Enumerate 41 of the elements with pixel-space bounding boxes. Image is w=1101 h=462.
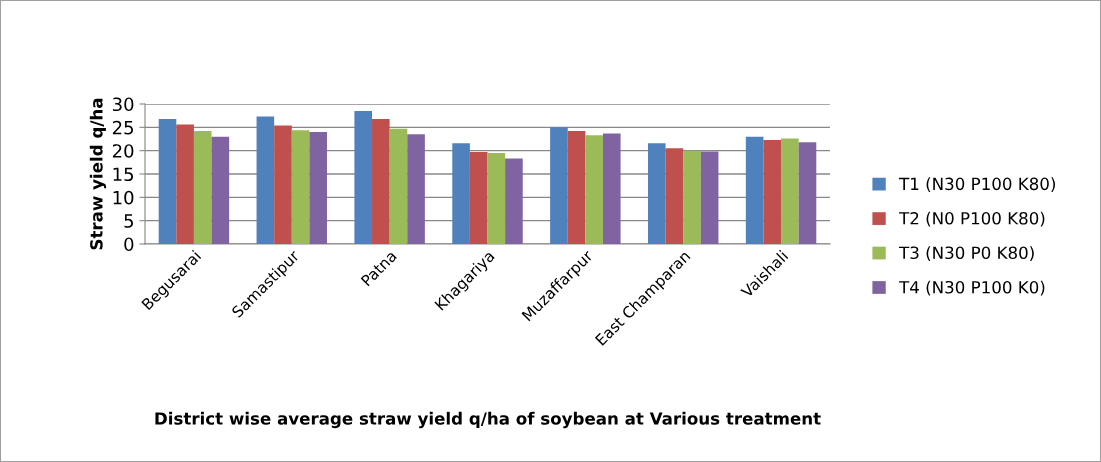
y-tick-label: 30: [112, 97, 134, 112]
bar: [176, 124, 194, 244]
bar: [781, 138, 799, 244]
bar: [158, 118, 177, 244]
y-tick-label: 15: [113, 167, 134, 182]
bar: [291, 130, 310, 244]
bar: [274, 125, 292, 244]
y-axis-title: Straw yield q/ha: [89, 98, 107, 250]
legend-label: T2 (N0 P100 K80): [899, 211, 1045, 227]
bar: [602, 133, 621, 244]
y-tick-label: 0: [124, 237, 134, 252]
y-tick-label: 5: [124, 214, 134, 228]
bar: [354, 111, 373, 244]
legend-label: T3 (N30 P0 K80): [899, 246, 1034, 262]
bar: [683, 150, 701, 244]
bar: [763, 139, 782, 244]
bar: [567, 131, 586, 244]
bar: [256, 116, 275, 244]
bar: [505, 158, 523, 244]
bar: [550, 127, 568, 244]
bar: [309, 132, 328, 244]
bar: [389, 128, 408, 244]
bar: [487, 153, 506, 244]
bar: [211, 136, 230, 244]
bar: [193, 131, 212, 244]
bar: [452, 143, 470, 244]
bar: [745, 136, 764, 244]
x-axis-title: District wise average straw yield q/ha of soybean at Various treatment: [155, 411, 821, 429]
bar: [407, 134, 425, 244]
bar: [665, 148, 684, 244]
legend-label: T4 (N30 P100 K0): [899, 280, 1045, 296]
bar: [700, 151, 719, 244]
bar: [372, 118, 390, 244]
y-tick-label: 25: [112, 120, 134, 135]
y-tick-label: 10: [113, 190, 134, 205]
y-tick-label: 20: [112, 144, 134, 158]
bar: [647, 143, 666, 244]
bar: [798, 142, 817, 244]
bar: [585, 135, 603, 244]
bar: [469, 152, 488, 244]
legend-label: T1 (N30 P100 K80): [899, 177, 1055, 193]
